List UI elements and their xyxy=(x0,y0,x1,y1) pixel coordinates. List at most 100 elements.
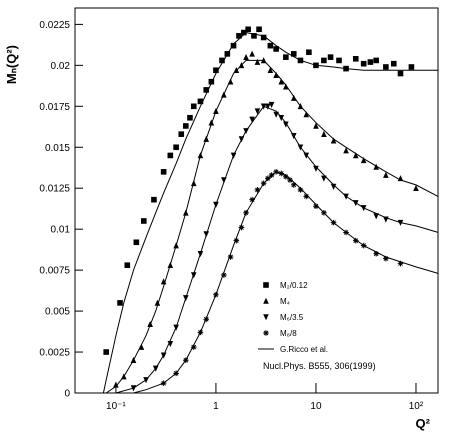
marker-triangle-up xyxy=(373,163,379,170)
marker-triangle-down xyxy=(283,121,289,128)
marker-star xyxy=(397,260,404,267)
marker-square xyxy=(352,55,359,62)
marker-triangle-up xyxy=(113,381,119,388)
marker-square xyxy=(140,218,147,224)
marker-square xyxy=(327,54,334,60)
fit-curve xyxy=(102,32,439,394)
plot-frame xyxy=(74,7,439,394)
x-tick-label: 10⁻¹ xyxy=(106,401,126,412)
y-tick-label: 0.01 xyxy=(51,225,71,236)
marker-triangle-up xyxy=(267,66,274,74)
marker-triangle-down xyxy=(263,314,269,321)
marker-star xyxy=(249,196,255,203)
legend-label: G.Ricco et al. xyxy=(280,345,328,354)
marker-triangle-down xyxy=(313,165,319,172)
marker-star xyxy=(352,237,359,244)
marker-square xyxy=(321,57,327,64)
marker-triangle-up xyxy=(313,122,319,129)
marker-square xyxy=(178,131,185,137)
marker-triangle-up xyxy=(154,299,161,306)
y-tick-label: 0.015 xyxy=(45,143,70,154)
marker-star xyxy=(268,172,275,178)
marker-square xyxy=(190,103,197,110)
marker-triangle-up xyxy=(321,130,327,137)
marker-star xyxy=(254,187,261,193)
marker-star xyxy=(227,254,234,260)
marker-square xyxy=(124,262,131,269)
marker-triangle-up xyxy=(273,71,279,78)
marker-star xyxy=(233,237,240,244)
y-tick-label: 0.0075 xyxy=(39,266,70,277)
marker-triangle-up xyxy=(360,157,367,164)
marker-square xyxy=(306,49,312,56)
marker-square xyxy=(251,33,257,39)
marker-square xyxy=(167,152,174,159)
marker-triangle-up xyxy=(413,184,419,192)
marker-square xyxy=(241,29,247,36)
marker-square xyxy=(245,26,251,33)
marker-square xyxy=(219,57,225,64)
marker-square xyxy=(360,60,367,67)
marker-square xyxy=(133,239,140,246)
marker-triangle-up xyxy=(254,58,261,65)
marker-square xyxy=(283,54,289,60)
marker-square xyxy=(397,70,404,77)
marker-triangle-up xyxy=(352,152,359,159)
x-tick-label: 10² xyxy=(409,401,424,412)
annotation: Nucl.Phys. B555, 306(1999) xyxy=(263,361,376,371)
y-tick-label: 0.0025 xyxy=(39,348,70,359)
marker-square xyxy=(373,57,379,64)
marker-triangle-down xyxy=(268,101,275,108)
marker-star xyxy=(263,330,269,336)
marker-triangle-up xyxy=(278,78,285,85)
x-axis-title: Q² xyxy=(416,416,431,431)
marker-square xyxy=(390,60,397,67)
marker-square xyxy=(213,67,219,74)
legend-label: M₆/3.5 xyxy=(280,313,304,322)
marker-triangle-down xyxy=(273,111,279,118)
marker-star xyxy=(283,173,289,180)
marker-square xyxy=(187,114,193,121)
marker-triangle-down xyxy=(303,152,310,159)
marker-star xyxy=(264,175,271,182)
marker-triangle-down xyxy=(254,108,261,115)
marker-star xyxy=(287,177,293,183)
marker-triangle-down xyxy=(264,103,271,110)
marker-triangle-up xyxy=(249,50,255,57)
marker-square xyxy=(290,51,297,57)
marker-star xyxy=(238,224,245,231)
y-tick-label: 0.005 xyxy=(45,307,70,318)
marker-square xyxy=(260,34,267,41)
marker-star xyxy=(313,203,319,210)
x-tick-label: 1 xyxy=(213,401,219,412)
marker-star xyxy=(297,187,304,193)
marker-square xyxy=(103,349,110,355)
marker-triangle-up xyxy=(303,111,310,118)
marker-square xyxy=(273,46,279,52)
marker-star xyxy=(221,272,227,278)
marker-star xyxy=(373,250,379,257)
marker-square xyxy=(236,33,242,39)
marker-square xyxy=(256,26,262,33)
legend-label: M₄ xyxy=(280,297,290,306)
marker-square xyxy=(208,78,215,85)
marker-triangle-down xyxy=(330,183,337,190)
marker-triangle-up xyxy=(343,147,349,154)
y-tick-label: 0.0225 xyxy=(39,20,70,31)
marker-square xyxy=(203,87,210,93)
legend-label: M₂/0.12 xyxy=(280,281,308,290)
marker-triangle-down xyxy=(249,116,255,123)
marker-square xyxy=(267,42,274,49)
marker-star xyxy=(290,182,297,188)
marker-square xyxy=(183,123,189,129)
marker-square xyxy=(263,282,269,288)
marker-square xyxy=(367,59,374,65)
marker-square xyxy=(336,57,342,64)
marker-triangle-up xyxy=(208,119,215,126)
marker-star xyxy=(303,193,310,200)
marker-triangle-down xyxy=(321,175,327,182)
marker-square xyxy=(408,64,415,70)
marker-triangle-up xyxy=(330,137,337,144)
marker-square xyxy=(151,196,157,203)
x-tick-label: 10 xyxy=(310,401,322,412)
